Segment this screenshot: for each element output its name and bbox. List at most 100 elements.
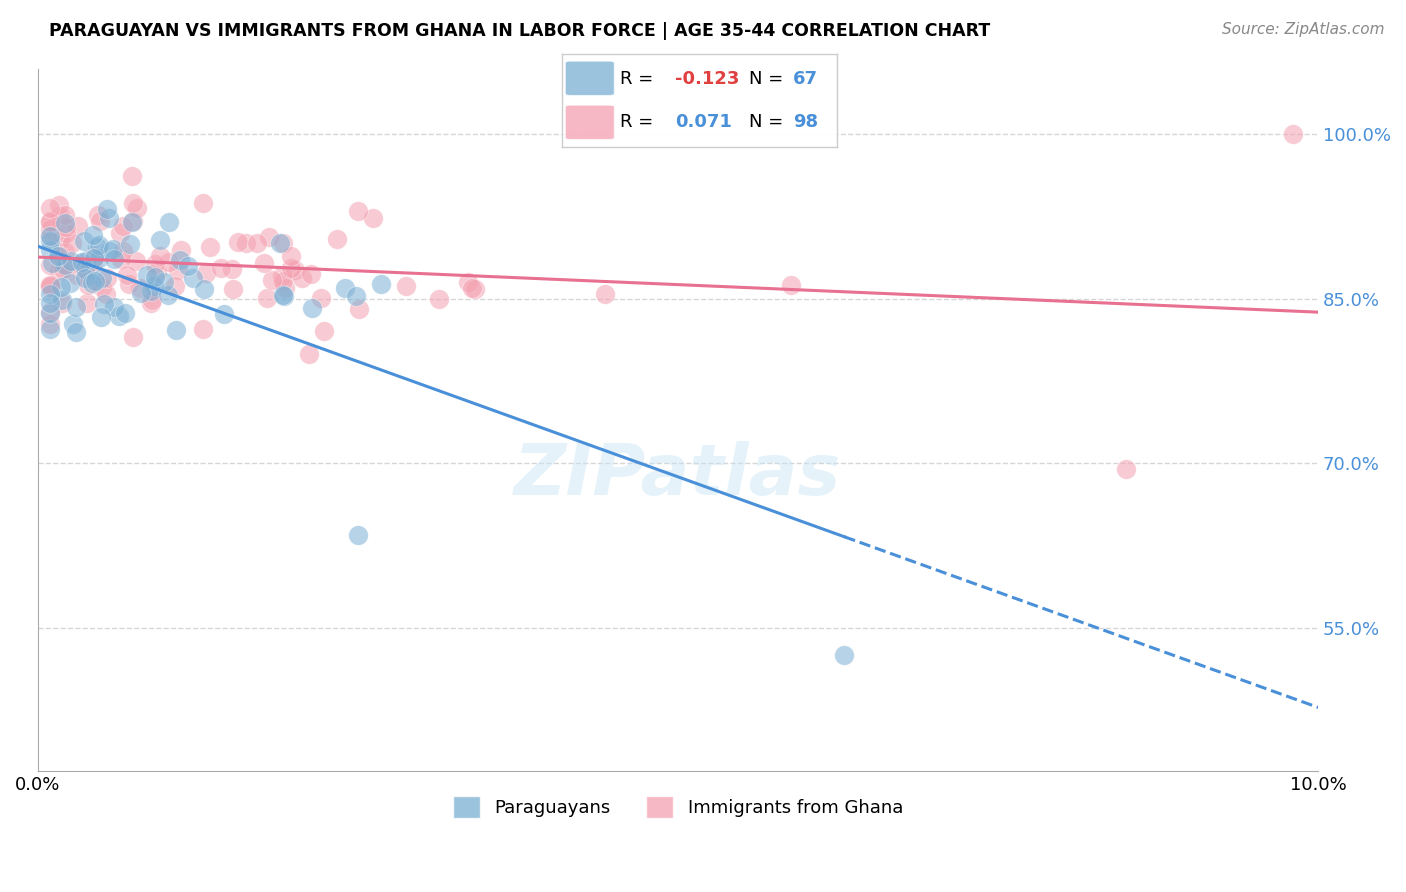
Point: [269, 235, 291, 250]
Point: [86, 240, 108, 254]
Point: [97, 244, 120, 259]
Point: [93, 296, 115, 310]
Point: [370, 277, 392, 292]
Point: [39, 235, 62, 249]
Point: [118, 236, 141, 251]
Point: [51, 296, 73, 310]
Point: [149, 250, 172, 264]
Point: [121, 215, 143, 229]
Point: [156, 288, 179, 302]
Point: [256, 291, 278, 305]
Point: [143, 270, 166, 285]
Point: [169, 253, 191, 268]
Point: [125, 254, 148, 268]
Point: [59, 276, 82, 290]
Point: [55, 260, 77, 275]
Point: [153, 275, 176, 289]
Point: [464, 282, 486, 296]
Point: [48, 198, 70, 212]
Point: [146, 265, 169, 279]
Point: [69, 257, 91, 271]
Point: [260, 273, 283, 287]
Point: [457, 276, 479, 290]
Point: [39, 229, 62, 244]
Point: [39, 222, 62, 236]
Point: [346, 289, 368, 303]
Point: [89, 214, 111, 228]
Point: [209, 260, 232, 275]
Point: [181, 270, 204, 285]
Point: [103, 252, 125, 266]
Point: [53, 216, 76, 230]
Point: [39, 305, 62, 319]
Point: [191, 321, 214, 335]
Point: [75, 271, 97, 285]
Point: [46, 249, 69, 263]
Point: [194, 266, 217, 280]
Point: [39, 214, 62, 228]
Point: [39, 280, 62, 294]
Point: [121, 169, 143, 183]
Text: R =: R =: [620, 113, 665, 131]
Point: [108, 309, 131, 323]
Point: [280, 260, 302, 275]
Point: [76, 262, 98, 277]
Point: [82, 256, 104, 270]
Point: [89, 252, 111, 266]
Point: [253, 256, 276, 270]
Point: [271, 275, 294, 289]
Point: [39, 295, 62, 310]
Point: [301, 301, 323, 316]
Text: -0.123: -0.123: [675, 70, 740, 87]
Point: [39, 279, 62, 293]
Point: [200, 240, 222, 254]
Point: [143, 257, 166, 271]
Point: [48, 233, 70, 247]
Point: [149, 233, 172, 247]
Point: [39, 305, 62, 319]
Point: [118, 277, 141, 292]
Point: [53, 208, 76, 222]
Point: [1281, 128, 1303, 142]
Text: 98: 98: [793, 113, 818, 131]
Point: [39, 244, 62, 258]
Point: [170, 243, 193, 257]
Point: [90, 310, 112, 324]
Point: [89, 237, 111, 252]
Point: [125, 201, 148, 215]
Point: [163, 279, 186, 293]
Point: [103, 300, 125, 314]
Text: N =: N =: [749, 70, 789, 87]
Point: [235, 235, 257, 250]
Point: [427, 292, 450, 306]
Point: [346, 528, 368, 542]
Point: [325, 232, 347, 246]
Point: [129, 285, 152, 300]
Point: [108, 227, 131, 241]
Point: [115, 268, 138, 282]
Point: [62, 317, 84, 331]
Point: [82, 227, 104, 242]
Point: [273, 289, 295, 303]
Text: R =: R =: [620, 70, 659, 87]
Point: [191, 195, 214, 210]
Text: 67: 67: [793, 70, 818, 87]
Point: [41, 256, 63, 270]
Point: [779, 278, 801, 293]
Point: [75, 261, 97, 276]
Point: [834, 648, 856, 663]
Point: [129, 281, 152, 295]
Point: [97, 211, 120, 225]
Point: [60, 236, 83, 251]
Point: [39, 202, 62, 216]
FancyBboxPatch shape: [565, 105, 614, 140]
Text: 0.071: 0.071: [675, 113, 731, 131]
Point: [39, 286, 62, 301]
Point: [39, 215, 62, 229]
Point: [299, 267, 322, 281]
Point: [66, 219, 89, 234]
Point: [122, 214, 145, 228]
Point: [96, 271, 118, 285]
Point: [226, 235, 249, 249]
Point: [110, 252, 132, 266]
